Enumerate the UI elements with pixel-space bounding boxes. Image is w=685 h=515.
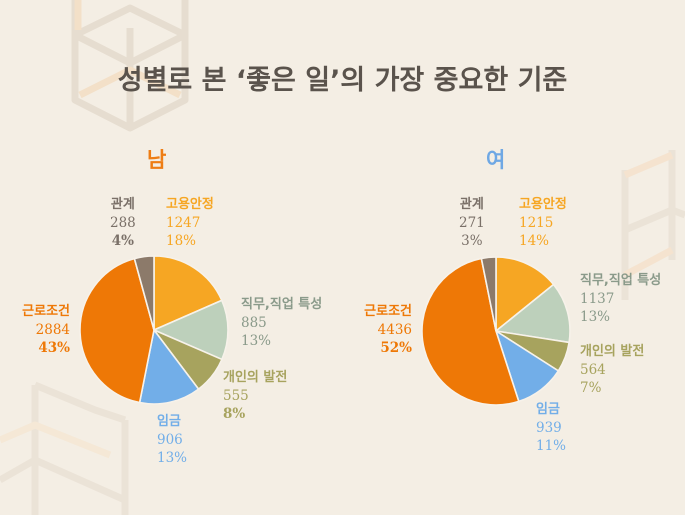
label-value: 906 [157, 432, 183, 448]
male-label-job: 직무,직업 특성 885 13% [241, 296, 322, 350]
label-name: 근로조건 [22, 304, 70, 319]
label-name: 고용안정 [519, 197, 567, 212]
female-label-job: 직무,직업 특성 1137 13% [580, 272, 661, 326]
label-name: 직무,직업 특성 [241, 297, 323, 312]
male-pie-chart [79, 255, 229, 405]
label-name: 고용안정 [166, 197, 214, 212]
label-value: 4436 [377, 322, 412, 338]
label-value: 939 [536, 420, 562, 436]
female-pie-chart [421, 256, 571, 406]
label-value: 288 [110, 215, 136, 231]
female-label-stability: 고용안정 1215 14% [519, 196, 567, 250]
label-percent: 7% [580, 380, 602, 396]
label-value: 1137 [580, 291, 615, 307]
label-percent: 18% [166, 233, 197, 249]
pie-slice [421, 257, 520, 406]
female-heading: 여 [486, 148, 506, 172]
pie-slice [138, 328, 200, 405]
label-percent: 13% [241, 333, 272, 349]
label-percent: 11% [536, 438, 567, 454]
pie-slice [133, 255, 155, 331]
label-name: 개인의 발전 [223, 370, 288, 385]
pie-slice [153, 255, 223, 332]
male-label-wage: 임금 906 13% [157, 413, 187, 467]
label-value: 564 [580, 362, 606, 378]
male-heading: 남 [147, 148, 167, 172]
label-percent: 43% [38, 340, 70, 356]
female-label-growth: 개인의 발전 564 7% [580, 343, 644, 397]
female-label-relation: 관계 271 3% [459, 196, 485, 250]
label-value: 555 [223, 388, 249, 404]
male-label-relation: 관계 288 4% [110, 196, 136, 250]
label-name: 관계 [110, 197, 135, 212]
label-name: 개인의 발전 [580, 344, 645, 359]
label-name: 근로조건 [364, 304, 412, 319]
label-name: 임금 [157, 414, 181, 429]
pie-slice [79, 257, 155, 404]
pie-slice [494, 283, 571, 344]
label-percent: 13% [580, 309, 611, 325]
label-value: 1247 [166, 215, 201, 231]
female-label-wage: 임금 939 11% [536, 401, 566, 455]
pie-slice [151, 299, 229, 361]
label-value: 1215 [519, 215, 554, 231]
male-label-stability: 고용안정 1247 18% [166, 196, 214, 250]
female-label-conditions: 근로조건 4436 52% [356, 303, 412, 357]
chart-title: 성별로 본 ‘좋은 일’의 가장 중요한 기준 [117, 65, 568, 96]
label-percent: 13% [157, 450, 188, 466]
male-label-growth: 개인의 발전 555 8% [223, 369, 287, 423]
label-percent: 4% [111, 233, 134, 249]
label-name: 관계 [459, 197, 484, 212]
pie-slice [480, 256, 497, 332]
label-value: 2884 [35, 322, 70, 338]
label-name: 임금 [536, 402, 560, 417]
label-percent: 3% [461, 233, 483, 249]
male-label-conditions: 근로조건 2884 43% [14, 303, 70, 357]
label-value: 271 [459, 215, 485, 231]
label-percent: 52% [380, 340, 412, 356]
label-percent: 8% [223, 406, 246, 422]
label-percent: 14% [519, 233, 550, 249]
label-value: 885 [241, 315, 267, 331]
label-name: 직무,직업 특성 [580, 273, 662, 288]
pie-slice [495, 256, 555, 333]
